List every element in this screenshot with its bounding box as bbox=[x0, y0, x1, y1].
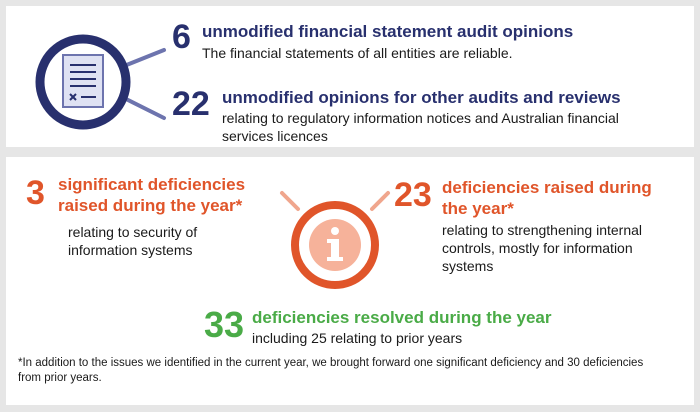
financial-opinions-title: unmodified financial statement audit opi… bbox=[202, 22, 574, 41]
significant-deficiencies-count: 3 bbox=[26, 174, 45, 212]
other-opinions-description-line1: relating to regulatory information notic… bbox=[222, 110, 619, 126]
deficiencies-panel: 3 significant deficiencies raised during… bbox=[6, 157, 694, 405]
deficiencies-resolved-description: including 25 relating to prior years bbox=[252, 330, 463, 346]
other-opinions-title: unmodified opinions for other audits and… bbox=[222, 88, 621, 107]
other-opinions-description-line2: services licences bbox=[222, 128, 328, 144]
footnote-line2: from prior years. bbox=[18, 372, 102, 384]
significant-deficiencies-description-line1: relating to security of bbox=[68, 224, 198, 240]
significant-deficiencies-description-line2: information systems bbox=[68, 242, 193, 258]
audit-opinions-panel: 6 unmodified financial statement audit o… bbox=[6, 6, 694, 147]
deficiencies-raised-description-line3: systems bbox=[442, 258, 494, 274]
footnote-line1: *In addition to the issues we identified… bbox=[18, 357, 644, 369]
audit-document-icon bbox=[35, 34, 166, 130]
financial-opinions-count: 6 bbox=[172, 18, 191, 56]
other-opinions-count: 22 bbox=[172, 85, 210, 123]
deficiencies-raised-title-line1: deficiencies raised during bbox=[442, 178, 652, 197]
significant-deficiencies-title-line1: significant deficiencies bbox=[58, 175, 246, 194]
deficiencies-raised-description-line2: controls, mostly for information bbox=[442, 240, 633, 256]
deficiencies-resolved-title: deficiencies resolved during the year bbox=[252, 308, 552, 327]
significant-deficiencies-title-line2: raised during the year* bbox=[58, 196, 243, 215]
financial-opinions-description: The financial statements of all entities… bbox=[202, 45, 513, 61]
deficiencies-raised-count: 23 bbox=[394, 176, 432, 214]
deficiencies-raised-description-line1: relating to strengthening internal bbox=[442, 222, 643, 238]
info-icon bbox=[280, 191, 390, 289]
deficiencies-raised-title-line2: the year* bbox=[442, 199, 514, 218]
deficiencies-resolved-count: 33 bbox=[204, 304, 245, 345]
